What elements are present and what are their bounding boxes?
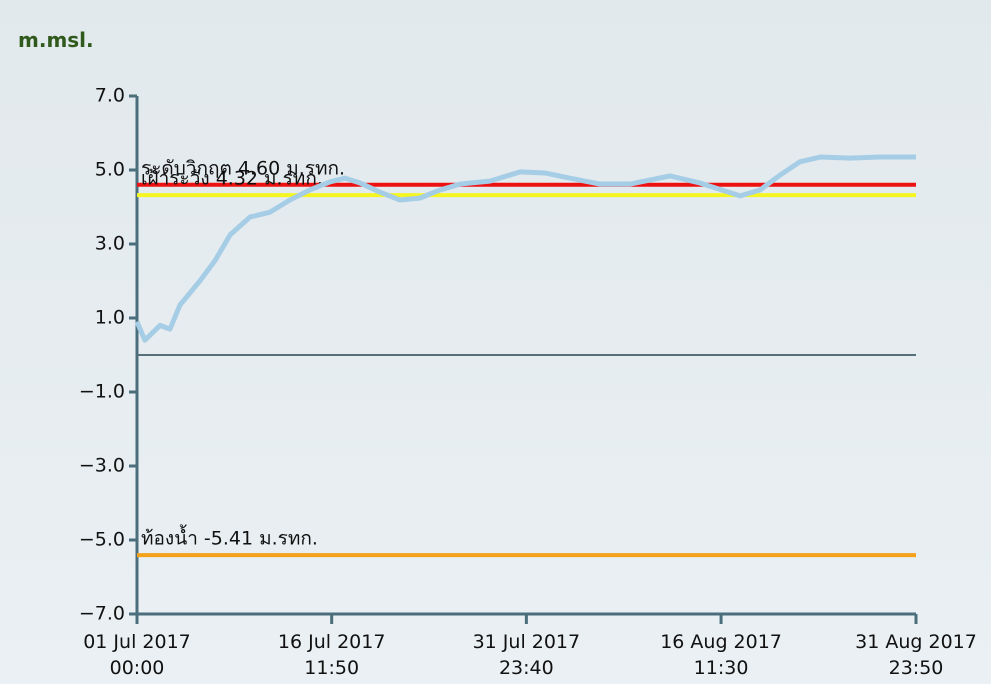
x-tick-label: 01 Jul 2017 00:00 [83, 631, 191, 679]
reference-label: ระดับวิกฤต 4.60 ม.รทก. [141, 157, 345, 179]
reference-label: ท้องน้ำ -5.41 ม.รทก. [141, 525, 318, 550]
y-tick-label: −1.0 [79, 381, 125, 403]
y-tick-label: 3.0 [95, 233, 125, 255]
y-axis-label: m.msl. [18, 28, 94, 52]
data-line [134, 154, 916, 343]
x-tick-label: 16 Aug 2017 11:30 [660, 631, 782, 679]
y-tick-label: 7.0 [95, 85, 125, 107]
y-tick-label: −7.0 [79, 603, 125, 625]
y-tick-label: −5.0 [79, 529, 125, 551]
y-tick-label: −3.0 [79, 455, 125, 477]
x-tick-label: 31 Aug 2017 23:50 [855, 631, 977, 679]
reference-label: เฝ้าระวัง 4.32 ม.รทก. [141, 168, 323, 190]
x-tick-label: 16 Jul 2017 11:50 [277, 631, 386, 679]
y-tick-label: 5.0 [95, 159, 125, 181]
x-tick-label: 31 Jul 2017 23:40 [472, 631, 581, 679]
y-tick-label: 1.0 [95, 307, 125, 329]
